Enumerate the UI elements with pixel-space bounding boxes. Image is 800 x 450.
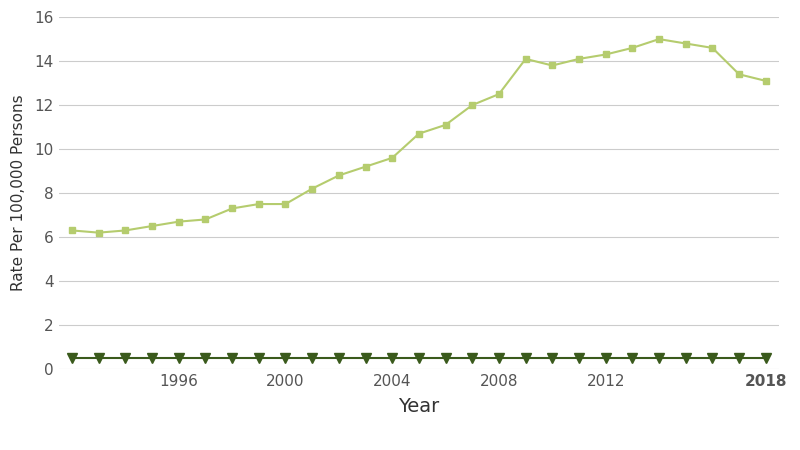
Death Rate (494, 356, 504, 361)
Death Rate (147, 356, 157, 361)
Death Rate (121, 356, 130, 361)
Rate of New Cases (708, 45, 718, 50)
Death Rate (174, 356, 183, 361)
Death Rate (414, 356, 424, 361)
Rate of New Cases (601, 52, 610, 57)
Rate of New Cases (174, 219, 183, 225)
Death Rate (227, 356, 237, 361)
Death Rate (681, 356, 690, 361)
Rate of New Cases (521, 56, 530, 62)
Rate of New Cases (494, 91, 504, 97)
X-axis label: Year: Year (398, 397, 439, 416)
Line: Death Rate: Death Rate (67, 353, 770, 363)
Death Rate (201, 356, 210, 361)
Rate of New Cases (201, 217, 210, 222)
Rate of New Cases (254, 201, 264, 207)
Rate of New Cases (574, 56, 584, 62)
Death Rate (601, 356, 610, 361)
Rate of New Cases (681, 41, 690, 46)
Death Rate (361, 356, 370, 361)
Rate of New Cases (734, 72, 744, 77)
Rate of New Cases (334, 173, 344, 178)
Death Rate (467, 356, 477, 361)
Death Rate (281, 356, 290, 361)
Rate of New Cases (307, 186, 317, 191)
Rate of New Cases (387, 155, 397, 161)
Death Rate (574, 356, 584, 361)
Death Rate (708, 356, 718, 361)
Death Rate (334, 356, 344, 361)
Death Rate (94, 356, 103, 361)
Rate of New Cases (281, 201, 290, 207)
Rate of New Cases (547, 63, 557, 68)
Death Rate (547, 356, 557, 361)
Rate of New Cases (441, 122, 450, 128)
Rate of New Cases (654, 36, 664, 42)
Death Rate (307, 356, 317, 361)
Rate of New Cases (414, 131, 424, 136)
Death Rate (441, 356, 450, 361)
Rate of New Cases (147, 223, 157, 229)
Line: Rate of New Cases: Rate of New Cases (69, 36, 770, 236)
Rate of New Cases (227, 206, 237, 211)
Death Rate (67, 356, 77, 361)
Death Rate (254, 356, 264, 361)
Rate of New Cases (627, 45, 637, 50)
Death Rate (654, 356, 664, 361)
Death Rate (627, 356, 637, 361)
Rate of New Cases (94, 230, 103, 235)
Rate of New Cases (361, 164, 370, 169)
Death Rate (734, 356, 744, 361)
Rate of New Cases (761, 78, 770, 84)
Death Rate (387, 356, 397, 361)
Death Rate (761, 356, 770, 361)
Rate of New Cases (467, 103, 477, 108)
Y-axis label: Rate Per 100,000 Persons: Rate Per 100,000 Persons (11, 95, 26, 291)
Rate of New Cases (67, 228, 77, 233)
Death Rate (521, 356, 530, 361)
Rate of New Cases (121, 228, 130, 233)
